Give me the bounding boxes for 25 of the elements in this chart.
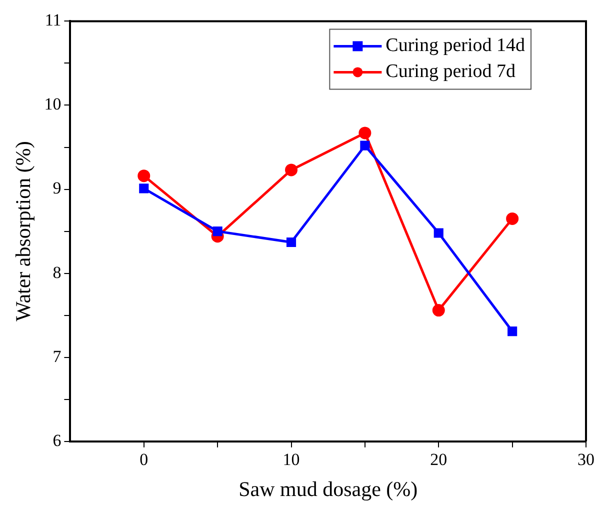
x-tick-label: 20: [430, 450, 448, 470]
y-axis-title: Water absorption (%): [11, 141, 36, 322]
point: [434, 228, 444, 238]
y-tick-label: 6: [52, 430, 62, 450]
x-tick-label: 30: [578, 450, 594, 470]
y-tick-label: 7: [52, 346, 62, 366]
point: [138, 170, 150, 182]
point: [508, 326, 518, 336]
point: [286, 237, 296, 248]
y-tick-label: 10: [44, 94, 62, 114]
y-tick-label: 9: [52, 178, 62, 198]
x-axis-title: Saw mud dosage (%): [238, 476, 418, 501]
point: [139, 184, 149, 194]
legend-label: Curing period 14d: [386, 35, 526, 56]
x-tick-label: 10: [282, 450, 300, 470]
y-tick-label: 11: [44, 10, 62, 30]
point: [212, 226, 222, 236]
x-tick-label: 0: [140, 450, 148, 470]
point: [358, 126, 372, 140]
y-tick-label: 8: [52, 262, 62, 282]
point: [432, 304, 445, 317]
point: [506, 212, 519, 225]
point: [285, 164, 298, 176]
legend-label: Curing period 7d: [386, 61, 516, 82]
point: [360, 140, 370, 150]
